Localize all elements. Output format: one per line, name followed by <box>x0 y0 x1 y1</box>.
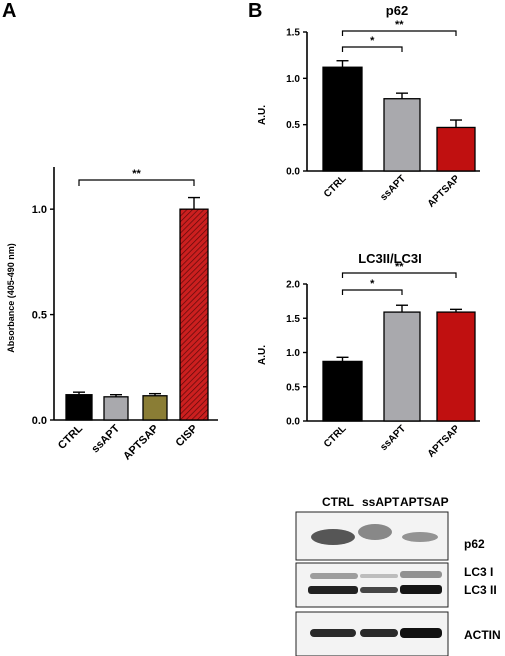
panel-a-letter: A <box>2 0 16 22</box>
blot-lane-ssapt: ssAPT <box>362 495 400 509</box>
bar-aptsap <box>142 395 168 421</box>
blot-label-actin: ACTIN <box>464 628 501 642</box>
significance-label: * <box>370 35 375 47</box>
x-tick-label: ssAPT <box>378 173 408 203</box>
blot-lane-ctrl: CTRL <box>322 495 354 509</box>
blot-band <box>400 571 442 578</box>
significance-bracket <box>341 46 403 52</box>
x-tick-label: ssAPT <box>378 423 408 453</box>
blot-band <box>310 573 358 579</box>
x-tick-label: APTSAP <box>426 423 463 460</box>
x-tick-label: CISP <box>173 423 200 450</box>
y-tick-label: 0.5 <box>286 120 300 131</box>
blot-band <box>360 629 398 637</box>
blot-label-lc3ii: LC3 II <box>464 583 497 597</box>
blot-band <box>360 574 398 578</box>
y-tick-label: 1.0 <box>286 74 300 85</box>
y-tick-label: 0.0 <box>286 417 300 428</box>
y-tick-label: 1.5 <box>286 28 300 39</box>
blot-band <box>402 532 438 542</box>
chart-title: LC3II/LC3I <box>358 251 422 266</box>
bar-aptsap <box>436 311 476 422</box>
blot-lane-aptsap: APTSAP <box>400 495 449 509</box>
bar-ssapt <box>103 396 129 421</box>
blot-band <box>400 585 442 594</box>
x-tick-label: APTSAP <box>426 173 463 210</box>
blot-band <box>311 529 355 545</box>
blot-band <box>310 629 356 637</box>
y-tick-label: 0.5 <box>286 382 300 393</box>
y-tick-label: 1.0 <box>286 348 300 359</box>
western-blot: CTRL ssAPT APTSAP p62 LC3 I LC3 II ACTIN <box>295 495 501 656</box>
y-tick-label: 0.5 <box>32 309 47 321</box>
blot-band <box>360 587 398 593</box>
significance-label: ** <box>395 261 404 273</box>
significance-bracket <box>341 30 457 36</box>
bar-ssapt <box>383 311 421 422</box>
blot-band <box>308 586 358 594</box>
y-tick-label: 1.0 <box>32 204 47 216</box>
y-axis-label: A.U. <box>257 345 268 365</box>
bar-ctrl <box>65 394 93 421</box>
bar-cisp <box>179 208 209 421</box>
significance-bracket <box>341 289 403 295</box>
blot-band <box>400 628 442 638</box>
panel-b-letter: B <box>248 0 262 22</box>
bar-aptsap <box>436 126 476 172</box>
chart-title: p62 <box>386 3 408 18</box>
significance-label: * <box>370 278 375 290</box>
x-tick-label: CTRL <box>56 422 85 451</box>
y-tick-label: 0.0 <box>32 415 47 427</box>
y-tick-label: 1.5 <box>286 314 300 325</box>
blot-band <box>358 524 392 540</box>
chart-absorbance: 0.0 0.5 1.0 Absorbance (405-490 nm) CTRL ssAP… <box>6 167 218 463</box>
bar-ctrl <box>322 360 363 422</box>
y-axis-label: A.U. <box>257 105 268 125</box>
significance-bracket <box>78 179 195 186</box>
y-tick-label: 0.0 <box>286 167 300 178</box>
bar-ssapt <box>383 98 421 172</box>
x-tick-label: APTSAP <box>121 423 161 463</box>
blot-label-p62: p62 <box>464 537 485 551</box>
x-tick-label: ssAPT <box>89 422 122 455</box>
y-axis-label: Absorbance (405-490 nm) <box>6 243 16 353</box>
x-tick-label: CTRL <box>322 423 349 450</box>
bar-ctrl <box>322 66 363 172</box>
significance-bracket <box>341 272 457 278</box>
x-tick-label: CTRL <box>322 173 349 200</box>
significance-label: ** <box>132 168 141 180</box>
significance-label: ** <box>395 19 404 31</box>
y-tick-label: 2.0 <box>286 280 300 291</box>
blot-label-lc3i: LC3 I <box>464 565 493 579</box>
chart-lc3-ratio: LC3II/LC3I 0.0 0.5 1.0 1.5 2.0 A.U. CTRL ssAPT AP… <box>257 251 480 460</box>
